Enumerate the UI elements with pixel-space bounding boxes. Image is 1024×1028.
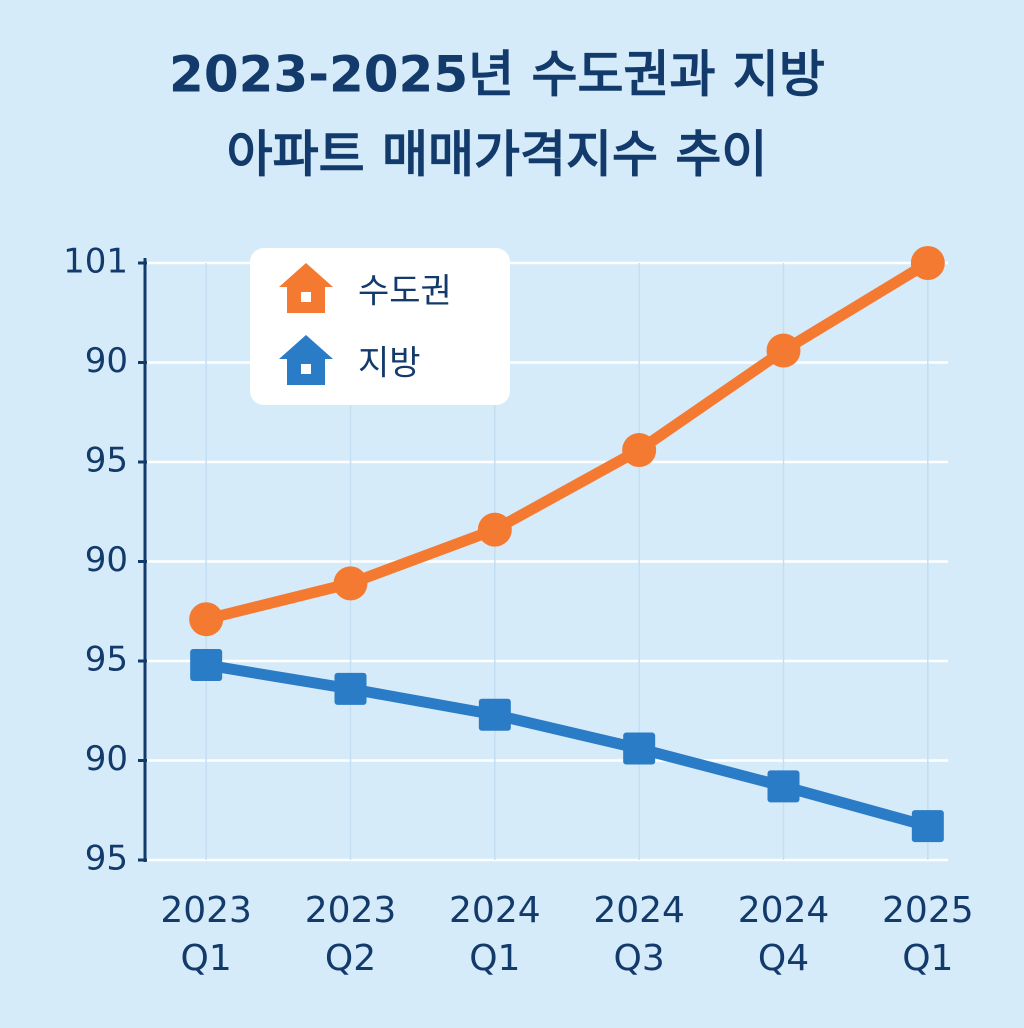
marker [622,433,657,468]
legend-label: 지방 [358,344,421,384]
marker [766,333,801,368]
marker [334,672,367,705]
chart-title: 2023-2025년 수도권과 지방 [169,46,825,104]
marker [910,246,945,280]
legend-label: 수도권 [358,272,452,312]
y-tick-label: 90 [85,540,128,580]
marker [190,648,223,681]
y-tick-label: 101 [63,242,128,282]
marker [478,698,511,731]
y-tick-label: 95 [85,441,128,481]
x-tick-label: 2024 Q4 [738,890,830,979]
x-tick-label: 2024 Q3 [593,890,685,979]
marker [333,566,368,601]
series-line [204,258,931,625]
legend-icon-window [301,292,311,302]
marker [477,512,512,547]
chart-title: 아파트 매매가격지수 추이 [227,126,768,184]
y-tick-label: 95 [85,640,128,680]
legend-icon [279,263,333,313]
y-tick-label: 90 [85,739,128,779]
marker [623,732,656,765]
marker [767,770,800,803]
marker [189,602,224,637]
legend-icon-window [301,364,311,374]
x-tick-label: 2025 Q1 [882,890,974,979]
y-tick-label: 90 [85,341,128,381]
legend-item: 지방 [279,335,421,385]
marker [911,810,944,843]
x-tick-label: 2024 Q1 [449,890,541,979]
x-tick-label: 2023 Q2 [305,890,397,979]
x-tick-label: 2023 Q1 [160,890,252,979]
legend-item: 수도권 [279,263,452,313]
legend-icon [279,335,333,385]
series-line [205,659,930,832]
y-tick-label: 95 [85,839,128,879]
